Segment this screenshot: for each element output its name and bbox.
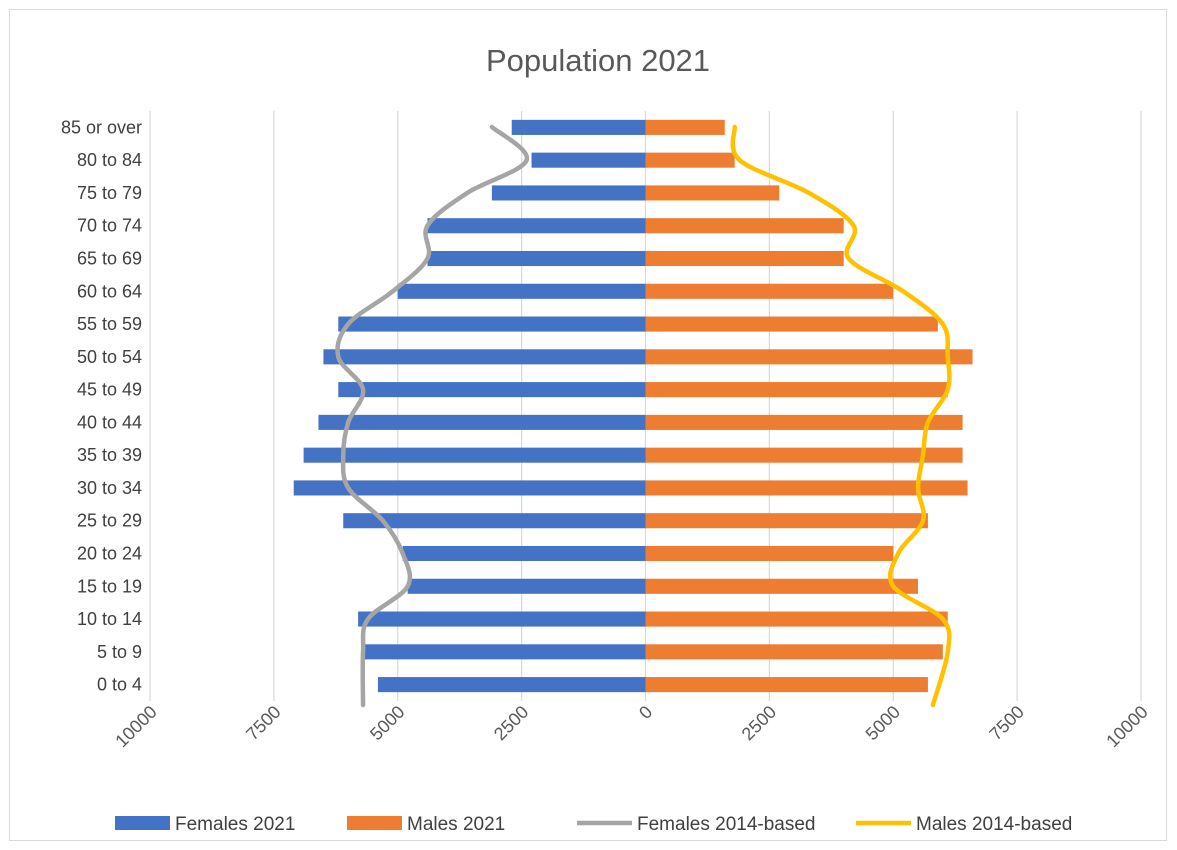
bar-males-2021-9: [646, 382, 948, 397]
bar-males-2021-7: [646, 448, 963, 463]
bar-males-2021-2: [646, 612, 948, 627]
bar-males-2021-16: [646, 153, 735, 168]
legend-swatch: [347, 816, 402, 830]
bar-females-2021-4: [403, 546, 646, 561]
bar-females-2021-0: [378, 677, 646, 692]
category-label: 20 to 24: [77, 544, 142, 564]
bar-females-2021-15: [492, 185, 646, 200]
x-tick-label: 7500: [242, 702, 284, 744]
bar-females-2021-2: [358, 612, 645, 627]
x-tick-label: 0: [635, 702, 656, 723]
x-tick-label: 2500: [490, 702, 532, 744]
bar-females-2021-13: [427, 251, 645, 266]
legend: Females 2021 Males 2021 Females 2014-based…: [115, 814, 1072, 835]
legend-item: Males 2014-based: [856, 814, 1072, 835]
category-label: 10 to 14: [77, 609, 142, 629]
category-label: 35 to 39: [77, 445, 142, 465]
bar-females-2021-12: [398, 284, 646, 299]
legend-swatch: [115, 816, 170, 830]
legend-item: Females 2014-based: [577, 814, 816, 835]
bar-females-2021-11: [338, 317, 645, 332]
legend-label: Females 2014-based: [637, 814, 816, 835]
chart-frame: 0 to 4 5 to 9 10 to 14 15 to 19 20 to 24 25 t…: [9, 9, 1167, 841]
category-label: 15 to 19: [77, 576, 142, 596]
category-label: 55 to 59: [77, 314, 142, 334]
bar-females-2021-9: [338, 382, 645, 397]
legend-item: Males 2021: [347, 814, 505, 835]
bar-males-2021-12: [646, 284, 894, 299]
x-tick-label: 7500: [985, 702, 1027, 744]
bar-females-2021-17: [512, 120, 646, 135]
bar-females-2021-10: [323, 349, 645, 364]
chart-title: Population 2021: [486, 43, 710, 78]
category-label: 80 to 84: [77, 150, 142, 170]
bar-males-2021-13: [646, 251, 844, 266]
bar-males-2021-0: [646, 677, 928, 692]
bars: [294, 120, 973, 692]
x-tick-label: 10000: [111, 702, 161, 752]
bar-males-2021-4: [646, 546, 894, 561]
bar-males-2021-5: [646, 513, 928, 528]
category-label: 60 to 64: [77, 281, 142, 301]
x-tick-label: 10000: [1102, 702, 1152, 752]
bar-females-2021-3: [408, 579, 646, 594]
category-label: 50 to 54: [77, 347, 142, 367]
bar-males-2021-17: [646, 120, 725, 135]
category-label: 40 to 44: [77, 412, 142, 432]
bar-males-2021-15: [646, 185, 780, 200]
bar-males-2021-8: [646, 415, 963, 430]
bar-males-2021-10: [646, 349, 973, 364]
category-label: 30 to 34: [77, 478, 142, 498]
bar-females-2021-16: [532, 153, 646, 168]
bar-females-2021-8: [318, 415, 645, 430]
category-label: 0 to 4: [97, 675, 142, 695]
category-label: 70 to 74: [77, 216, 142, 236]
bar-males-2021-3: [646, 579, 919, 594]
x-tick-label: 2500: [738, 702, 780, 744]
category-label: 75 to 79: [77, 183, 142, 203]
population-pyramid-chart: 0 to 4 5 to 9 10 to 14 15 to 19 20 to 24 25 t…: [10, 10, 1168, 842]
bar-females-2021-14: [427, 218, 645, 233]
bar-females-2021-7: [304, 448, 646, 463]
category-label: 65 to 69: [77, 249, 142, 269]
x-tick-label: 5000: [862, 702, 904, 744]
category-label: 85 or over: [61, 117, 142, 137]
bar-males-2021-11: [646, 317, 938, 332]
legend-label: Males 2014-based: [916, 814, 1072, 835]
bar-males-2021-14: [646, 218, 844, 233]
legend-label: Males 2021: [407, 814, 505, 835]
bar-females-2021-1: [363, 644, 645, 659]
x-tick-label: 5000: [366, 702, 408, 744]
category-label: 45 to 49: [77, 380, 142, 400]
bar-males-2021-1: [646, 644, 943, 659]
legend-item: Females 2021: [115, 814, 295, 835]
category-label: 5 to 9: [97, 642, 142, 662]
category-label: 25 to 29: [77, 511, 142, 531]
legend-label: Females 2021: [175, 814, 295, 835]
